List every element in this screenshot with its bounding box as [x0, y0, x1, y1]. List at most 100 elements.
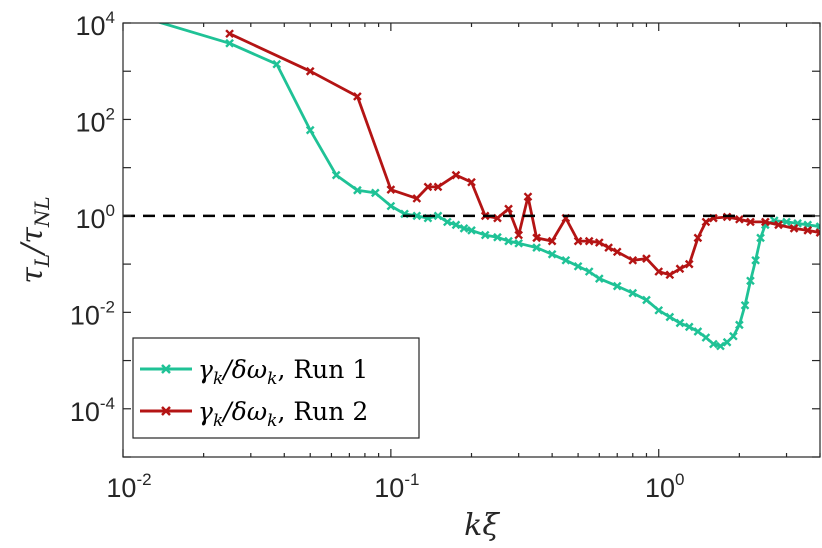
data-point-run-1 — [665, 312, 675, 322]
data-point-run-2 — [467, 177, 476, 187]
legend-label-run-2: γk/δωk, Run 2 — [198, 397, 368, 431]
data-point-run-1 — [272, 59, 282, 69]
x-axis-label: kξ — [464, 508, 500, 543]
data-point-run-2 — [760, 217, 770, 227]
data-point-run-1 — [693, 327, 703, 336]
data-point-run-2 — [665, 270, 675, 280]
data-point-run-1 — [729, 331, 738, 341]
data-point-run-2 — [225, 29, 234, 39]
data-point-run-1 — [412, 211, 422, 221]
data-point-run-1 — [735, 320, 744, 330]
data-point-run-1 — [751, 255, 760, 265]
data-point-run-2 — [604, 243, 613, 252]
data-point-run-2 — [803, 226, 813, 235]
series-line-run-1 — [156, 23, 820, 348]
data-point-run-2 — [514, 230, 524, 240]
data-point-run-2 — [735, 214, 744, 224]
data-point-run-2 — [746, 217, 755, 227]
data-point-run-1 — [709, 339, 718, 349]
data-point-run-2 — [628, 255, 638, 265]
data-point-run-1 — [353, 185, 362, 195]
data-point-run-1 — [612, 281, 622, 291]
data-point-run-1 — [573, 261, 583, 271]
legend: γk/δωk, Run 1 γk/δωk, Run 2 — [132, 337, 420, 439]
data-point-run-1 — [386, 201, 396, 211]
data-point-run-1 — [782, 217, 791, 227]
series-run-2 — [225, 29, 820, 280]
series-layer — [145, 23, 820, 351]
data-point-run-1 — [684, 322, 694, 332]
legend-marker-run-2 — [161, 406, 171, 416]
data-point-run-1 — [746, 276, 755, 286]
data-point-run-2 — [423, 182, 433, 192]
data-point-run-2 — [433, 182, 443, 192]
series-run-1 — [145, 23, 820, 351]
data-point-run-2 — [493, 213, 502, 223]
data-point-run-2 — [642, 254, 651, 263]
data-point-run-2 — [523, 192, 533, 202]
y-tick-label: 100 — [75, 201, 115, 234]
data-point-run-2 — [305, 66, 315, 76]
data-point-run-2 — [573, 236, 583, 246]
data-point-run-1 — [493, 232, 502, 242]
legend-entry-run-1: γk/δωk, Run 1 — [140, 355, 368, 389]
data-point-run-1 — [654, 305, 664, 315]
data-point-run-2 — [789, 224, 799, 233]
data-point-run-1 — [459, 224, 469, 233]
data-point-run-1 — [675, 318, 685, 328]
data-point-run-2 — [532, 233, 541, 243]
data-point-run-1 — [370, 188, 380, 198]
y-tick-label: 104 — [75, 8, 115, 41]
x-tick-label: 100 — [645, 470, 685, 503]
legend-entry-run-2: γk/δωk, Run 2 — [140, 397, 368, 431]
legend-label-run-1: γk/δωk, Run 1 — [198, 355, 368, 389]
data-point-run-2 — [675, 264, 685, 274]
data-point-run-1 — [225, 38, 234, 48]
data-point-run-1 — [331, 170, 341, 180]
data-point-run-2 — [774, 220, 783, 230]
y-tick-label: 102 — [75, 104, 115, 137]
data-point-run-1 — [504, 236, 513, 246]
data-point-run-1 — [467, 226, 476, 235]
data-point-run-2 — [612, 247, 622, 257]
y-tick-label: 10-2 — [70, 297, 115, 330]
data-point-run-1 — [756, 233, 765, 243]
data-point-run-2 — [547, 236, 557, 246]
data-point-run-2 — [701, 217, 711, 227]
ticks-layer: 10-2 10-1 100 104 102 100 10-2 10-4 — [70, 8, 821, 503]
x-tick-label: 10-2 — [106, 470, 151, 503]
legend-marker-run-1 — [161, 364, 171, 374]
data-point-run-2 — [815, 228, 820, 237]
data-point-run-2 — [386, 185, 396, 195]
data-point-run-1 — [305, 125, 315, 135]
data-point-run-1 — [740, 300, 750, 310]
data-point-run-2 — [594, 238, 604, 247]
data-point-run-1 — [561, 255, 571, 265]
data-point-run-2 — [693, 233, 703, 243]
data-point-run-1 — [480, 230, 490, 240]
data-point-run-1 — [716, 341, 725, 351]
data-point-run-2 — [451, 170, 461, 180]
data-point-run-1 — [532, 243, 541, 252]
data-point-run-1 — [594, 274, 604, 283]
data-point-run-1 — [642, 295, 651, 305]
data-point-run-1 — [451, 220, 461, 230]
data-point-run-2 — [684, 259, 694, 269]
data-point-run-2 — [412, 194, 422, 203]
data-point-run-1 — [701, 333, 711, 342]
x-tick-label: 10-1 — [374, 470, 419, 503]
y-tick-label: 10-4 — [70, 394, 115, 427]
legend-box — [132, 337, 420, 439]
data-point-run-2 — [584, 236, 594, 246]
data-point-run-1 — [628, 288, 638, 298]
data-point-run-2 — [504, 204, 513, 214]
data-point-run-1 — [584, 267, 594, 276]
data-point-run-1 — [514, 238, 524, 248]
data-point-run-1 — [547, 249, 557, 259]
data-point-run-1 — [442, 217, 452, 227]
data-point-run-2 — [353, 92, 362, 101]
data-point-run-1 — [722, 337, 732, 347]
y-axis-label: τL/τNL — [15, 196, 54, 283]
data-point-run-1 — [433, 211, 443, 221]
